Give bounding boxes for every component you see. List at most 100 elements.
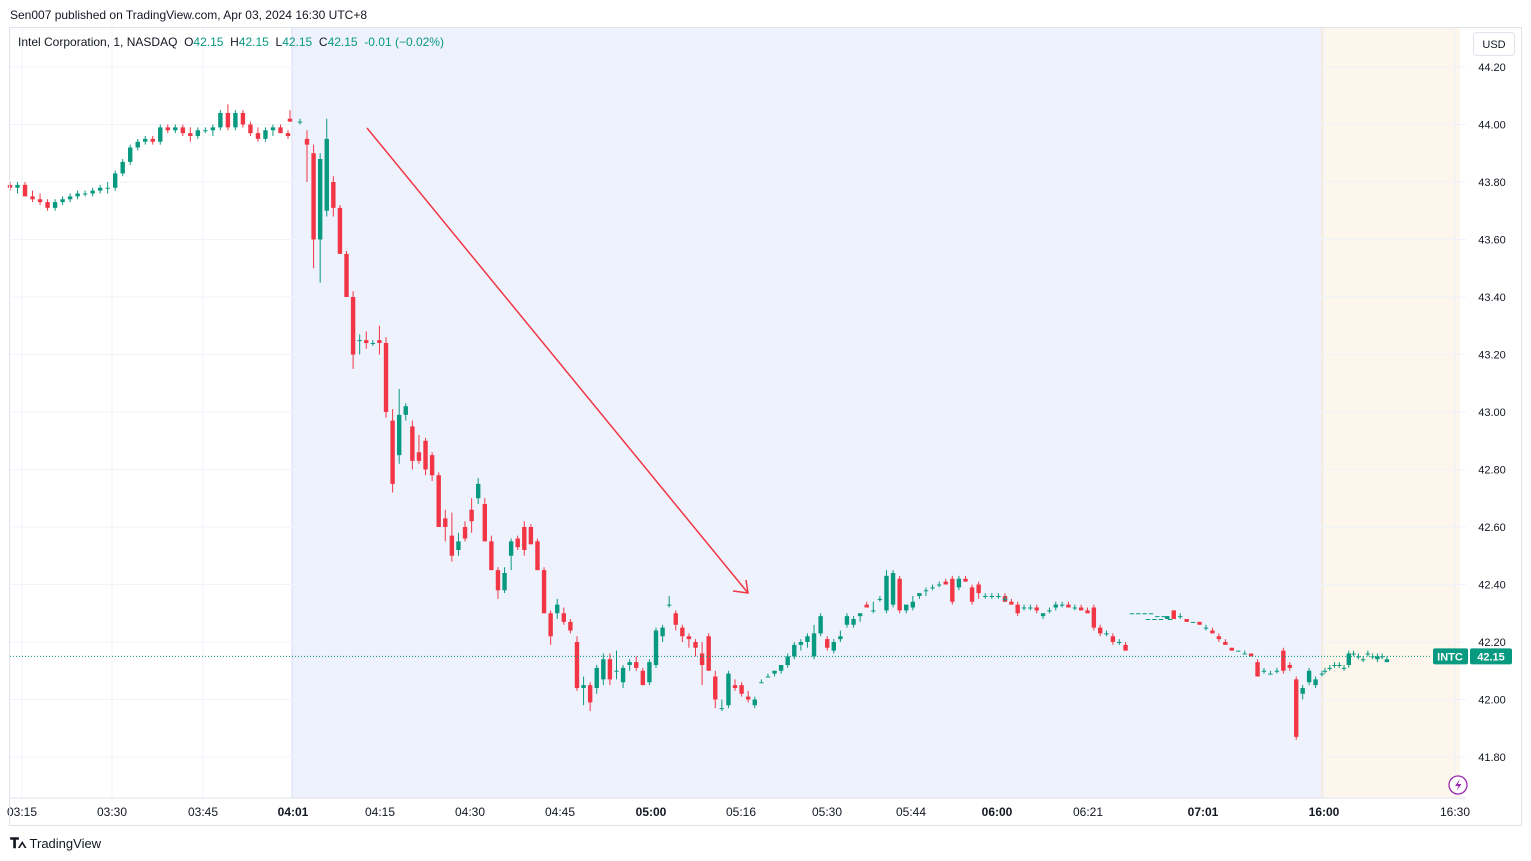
candle-up (1346, 650, 1352, 668)
candle-body (188, 133, 193, 136)
last-price-label: 42.15 (1477, 651, 1505, 663)
candle-down (416, 435, 422, 464)
candle-up (1158, 619, 1164, 620)
candle-up (614, 650, 619, 680)
candle-body (469, 509, 474, 522)
lightning-icon-bolt (1455, 779, 1462, 791)
candle-down (1123, 642, 1128, 651)
candle-down (449, 512, 455, 562)
candle-up (1047, 607, 1052, 614)
candle-body (1171, 610, 1176, 619)
candle-down (287, 110, 293, 122)
candle-body (535, 541, 540, 571)
candle-body (983, 596, 988, 597)
candle-up (1365, 650, 1371, 657)
candle-body (936, 584, 942, 586)
candle-body (541, 570, 547, 614)
candle-down (436, 472, 441, 527)
candle-up (752, 696, 757, 709)
time-tick-label: 07:01 (1188, 805, 1219, 819)
candle-up (1002, 596, 1008, 602)
candle-down (693, 639, 698, 657)
candle-down (383, 337, 389, 418)
candle-up (143, 136, 148, 145)
candle-down (825, 636, 830, 651)
candle-down (673, 610, 678, 631)
candle-down (1287, 662, 1292, 671)
candle-body (1384, 659, 1390, 663)
candle-up (910, 596, 916, 611)
candle-up (1274, 667, 1280, 674)
candle-up (128, 144, 133, 165)
candle-up (1242, 650, 1247, 655)
candle-up (1268, 670, 1273, 675)
candle-body (1091, 607, 1097, 628)
candle-up (1356, 653, 1361, 660)
candle-body (568, 621, 573, 631)
candle-body (1216, 636, 1222, 640)
candle-body (255, 133, 261, 139)
candle-body (963, 578, 968, 582)
candle-up (1261, 667, 1267, 674)
candle-down (574, 636, 580, 691)
candle-down (364, 331, 369, 349)
candle-up (105, 182, 110, 194)
candle-up (726, 670, 731, 709)
session-backgrounds (291, 28, 1460, 798)
trend-arrow-line (366, 127, 749, 594)
candle-body (482, 504, 487, 542)
candle-up (844, 613, 850, 628)
candle-up (1167, 619, 1173, 620)
candle-body (844, 616, 850, 625)
candle-body (890, 573, 896, 605)
candle-down (587, 682, 593, 711)
candle-down (188, 127, 193, 142)
candle-body (1341, 667, 1347, 669)
candle-down (535, 538, 540, 571)
candle-up (1104, 630, 1109, 637)
candle-up (594, 665, 599, 694)
candle-body (1148, 613, 1154, 615)
candle-body (1268, 673, 1273, 675)
price-tick-label: 43.00 (1478, 407, 1506, 419)
tradingview-brand[interactable]: 𝐓∧ TradingView (10, 835, 101, 852)
candle-up (857, 613, 863, 622)
price-tick-label: 42.60 (1478, 522, 1506, 534)
candle-body (1375, 656, 1380, 660)
price-badge (1470, 648, 1512, 665)
candle-up (357, 334, 362, 355)
candle-body (278, 127, 283, 134)
candle-body (772, 670, 777, 674)
candle-down (278, 124, 283, 134)
candle-body (1229, 647, 1234, 651)
lightning-icon (1448, 775, 1468, 795)
candle-body (1129, 613, 1135, 615)
candle-body (403, 406, 408, 415)
candle-body (1261, 670, 1267, 672)
candle-body (52, 202, 58, 208)
high-label: H (230, 35, 239, 49)
candle-body (548, 613, 553, 637)
candle-up (759, 679, 764, 684)
candle-body (811, 633, 817, 657)
currency-button[interactable]: USD (1473, 32, 1515, 56)
candle-body (37, 199, 43, 203)
candle-up (660, 624, 665, 642)
candle-up (1337, 662, 1342, 668)
price-tick-label: 44.00 (1478, 120, 1506, 132)
time-tick-label: 06:00 (982, 805, 1013, 819)
candle-down (337, 205, 343, 254)
candle-down (706, 633, 711, 671)
candle-body (60, 199, 65, 203)
candle-body (240, 113, 246, 125)
candle-up (1129, 613, 1135, 615)
candle-up (1384, 656, 1390, 663)
candle-body (601, 659, 606, 680)
candle-body (7, 184, 13, 188)
candle-up (135, 138, 140, 151)
candle-body (112, 173, 118, 188)
candle-up (647, 659, 652, 686)
candle-body (158, 127, 163, 142)
candle-body (713, 676, 718, 700)
